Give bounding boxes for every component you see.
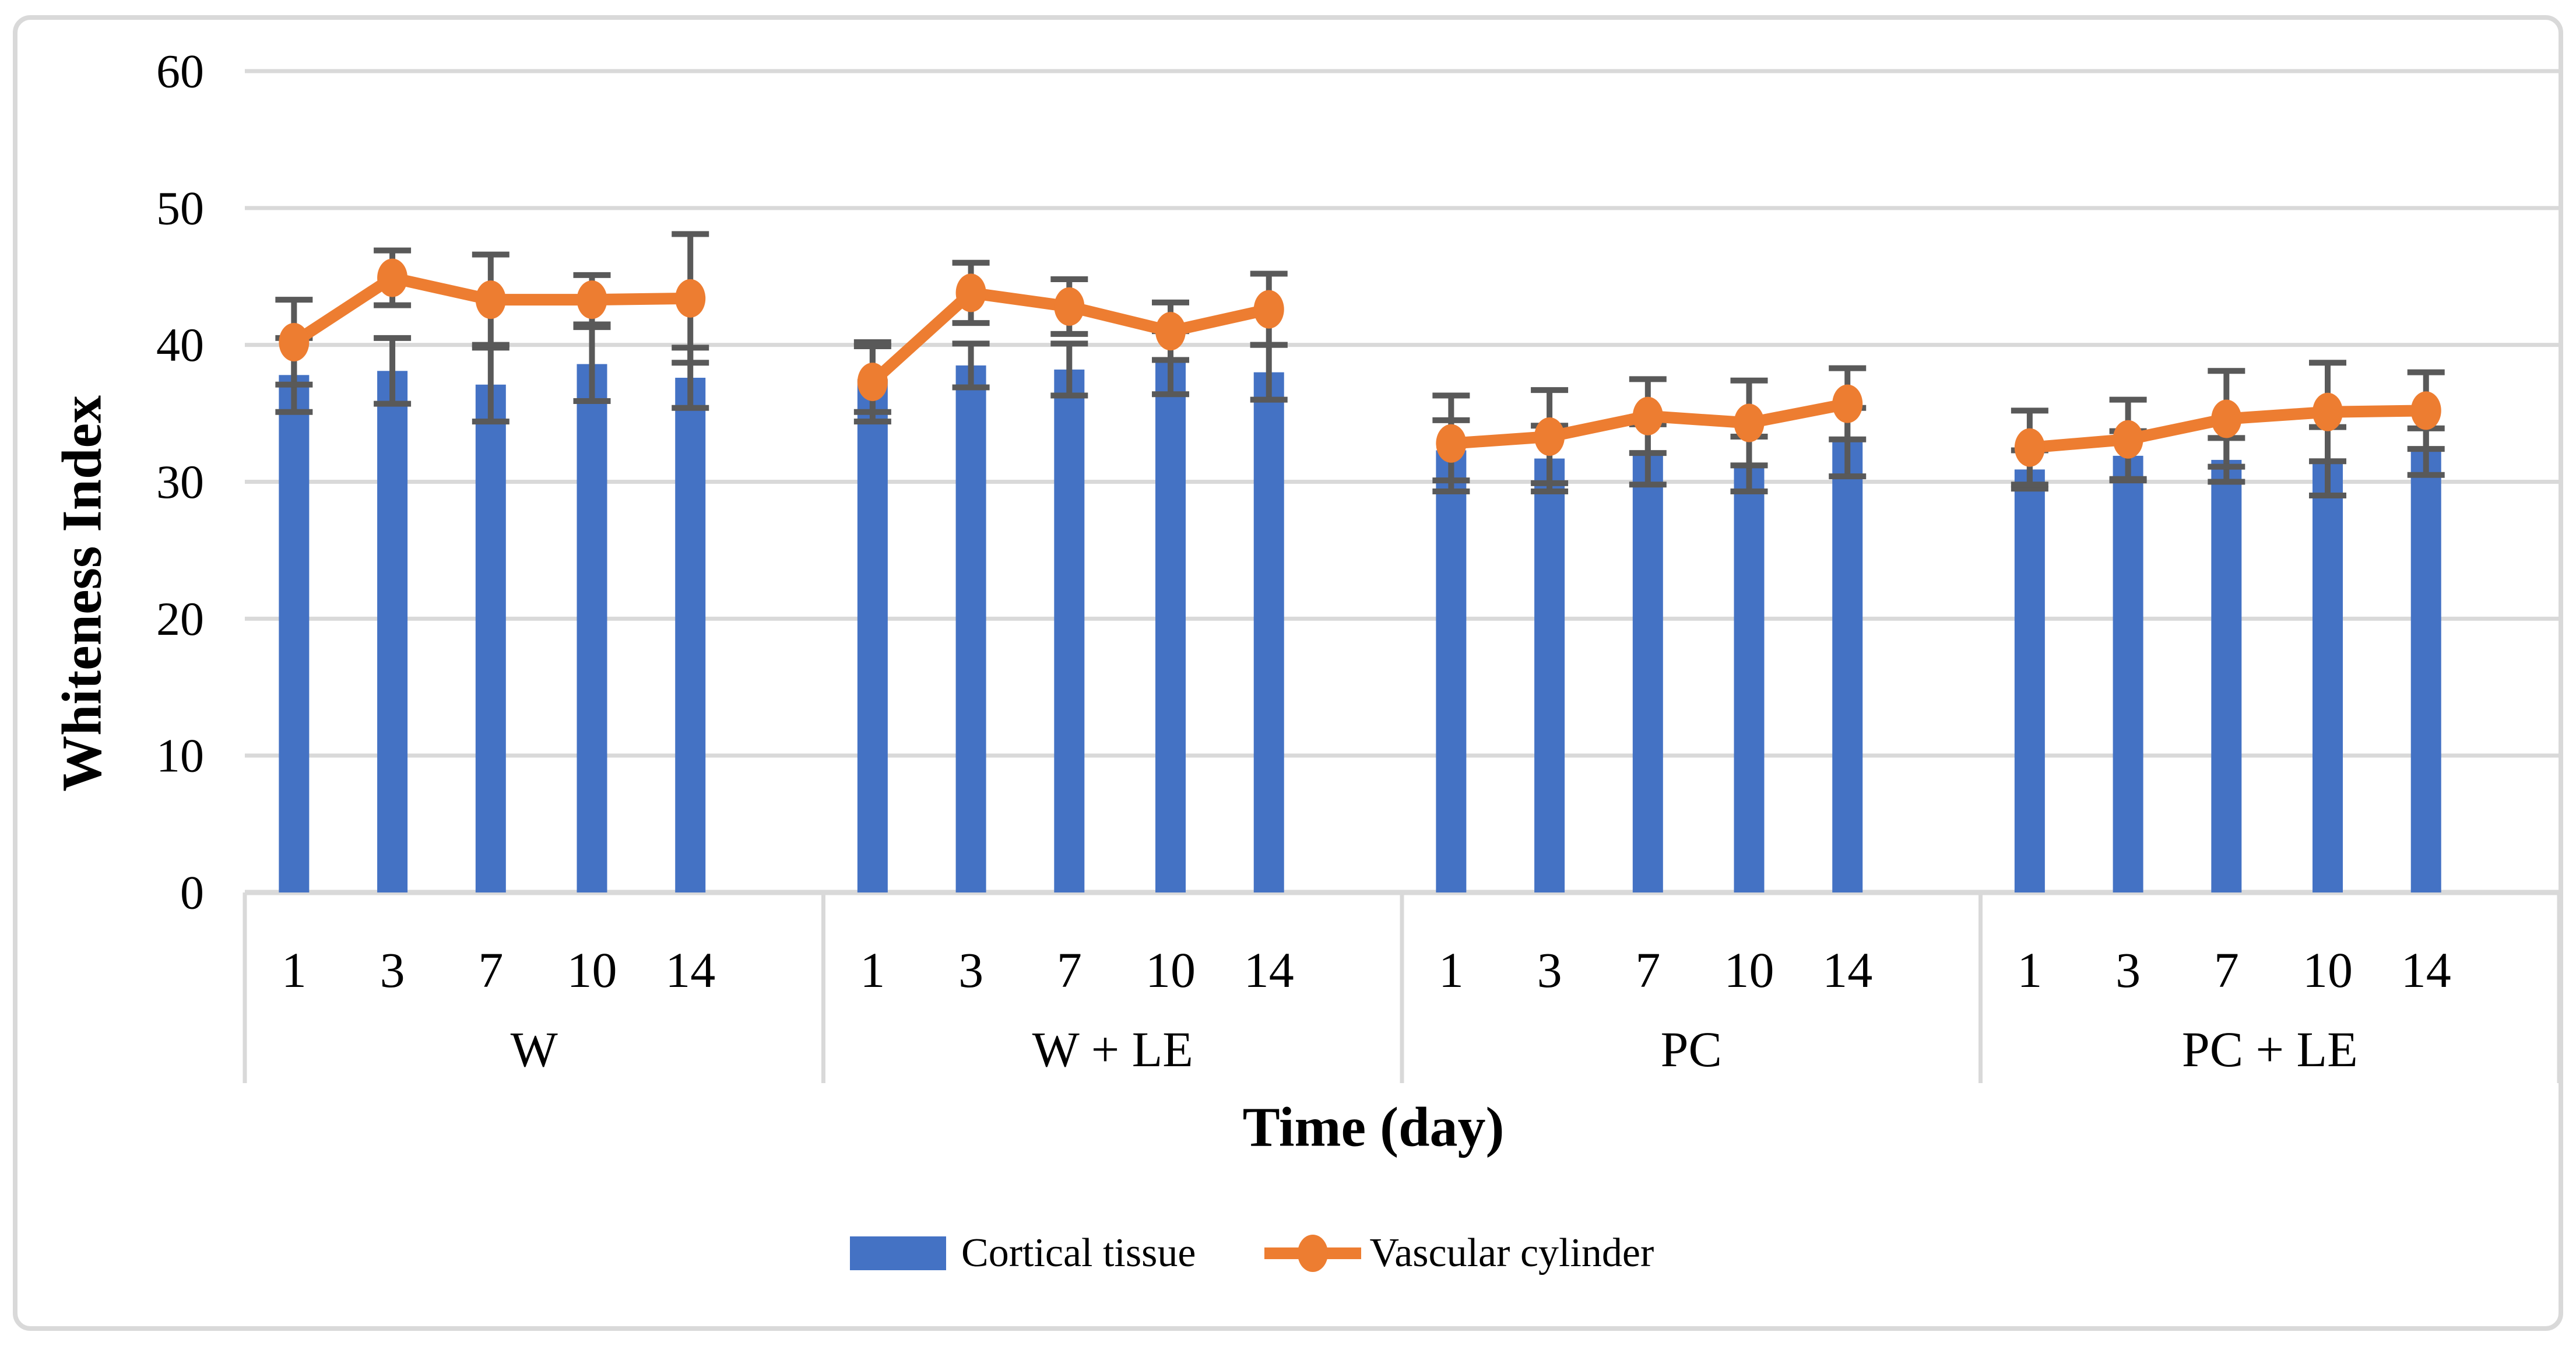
day-label-PC-7: 7 (1635, 942, 1660, 998)
marker-vascular-W + LE-day3 (955, 273, 986, 312)
x-axis-title: Time (day) (1242, 1095, 1505, 1158)
day-label-W + LE-7: 7 (1057, 942, 1082, 998)
marker-vascular-PC-day1 (1436, 424, 1467, 463)
bar-W + LE-day10 (1155, 363, 1186, 892)
bar-W-day7 (475, 384, 506, 892)
bar-PC + LE-day3 (2113, 455, 2143, 892)
group-label-W: W (511, 1021, 558, 1077)
day-label-PC-1: 1 (1439, 942, 1464, 998)
marker-vascular-PC-day7 (1632, 396, 1663, 435)
day-label-W + LE-10: 10 (1145, 942, 1196, 998)
bar-PC-day3 (1534, 458, 1565, 892)
legend-line-marker-icon (1298, 1235, 1329, 1272)
legend-label-cortical: Cortical tissue (961, 1231, 1196, 1275)
bar-W-day1 (279, 375, 310, 892)
bar-PC + LE-day7 (2211, 459, 2242, 892)
marker-vascular-PC + LE-day14 (2410, 391, 2441, 430)
y-tick-label-30: 30 (156, 455, 204, 508)
bar-W-day3 (377, 371, 408, 892)
day-label-W-7: 7 (478, 942, 503, 998)
bar-W-day14 (675, 378, 706, 892)
marker-vascular-W-day10 (577, 280, 607, 319)
y-tick-label-60: 60 (156, 45, 204, 98)
day-label-W-3: 3 (380, 942, 405, 998)
day-label-W + LE-3: 3 (958, 942, 983, 998)
marker-vascular-W-day3 (377, 258, 408, 297)
bar-W + LE-day1 (857, 379, 888, 892)
day-label-PC + LE-7: 7 (2214, 942, 2239, 998)
marker-vascular-W-day1 (279, 322, 310, 361)
y-tick-label-40: 40 (156, 318, 204, 371)
legend-label-vascular: Vascular cylinder (1369, 1231, 1654, 1275)
day-label-PC-14: 14 (1822, 942, 1872, 998)
marker-vascular-W + LE-day14 (1253, 290, 1284, 329)
marker-vascular-W + LE-day10 (1155, 312, 1186, 351)
marker-vascular-PC + LE-day7 (2211, 399, 2242, 438)
marker-vascular-PC-day14 (1832, 384, 1863, 423)
marker-vascular-W + LE-day7 (1054, 287, 1085, 326)
y-tick-label-0: 0 (180, 866, 204, 919)
marker-vascular-W-day7 (475, 280, 506, 319)
day-label-PC + LE-3: 3 (2115, 942, 2141, 998)
bar-PC-day14 (1832, 442, 1863, 892)
day-label-W-1: 1 (282, 942, 307, 998)
day-label-W + LE-14: 14 (1244, 942, 1294, 998)
day-label-W + LE-1: 1 (860, 942, 885, 998)
legend: Cortical tissue Vascular cylinder (850, 1230, 1654, 1277)
bar-PC-day7 (1632, 454, 1663, 892)
group-label-PC: PC (1661, 1021, 1722, 1077)
bar-PC-day10 (1734, 463, 1765, 892)
marker-vascular-PC-day3 (1534, 417, 1565, 456)
legend-line-swatch-icon (1264, 1235, 1362, 1272)
day-label-PC-10: 10 (1724, 942, 1774, 998)
y-axis-title: Whiteness Index (50, 395, 113, 792)
day-label-PC + LE-14: 14 (2401, 942, 2451, 998)
marker-vascular-PC + LE-day3 (2113, 420, 2143, 459)
bar-W + LE-day14 (1253, 372, 1284, 892)
y-tick-label-10: 10 (156, 729, 204, 782)
y-tick-label-20: 20 (156, 592, 204, 645)
marker-vascular-PC + LE-day10 (2313, 392, 2343, 431)
day-label-PC-3: 3 (1537, 942, 1562, 998)
group-label-PC + LE: PC + LE (2182, 1021, 2358, 1077)
marker-vascular-W-day14 (675, 279, 706, 318)
marker-vascular-W + LE-day1 (857, 363, 888, 402)
day-label-PC + LE-10: 10 (2303, 942, 2353, 998)
day-label-PC + LE-1: 1 (2017, 942, 2042, 998)
group-label-W + LE: W + LE (1032, 1021, 1193, 1077)
legend-bar-swatch-icon (850, 1236, 946, 1270)
marker-vascular-PC-day10 (1734, 403, 1765, 442)
marker-vascular-PC + LE-day1 (2014, 428, 2045, 467)
bar-W-day10 (577, 364, 607, 892)
day-label-W-10: 10 (567, 942, 617, 998)
y-tick-label-50: 50 (156, 181, 204, 234)
bar-PC + LE-day1 (2014, 469, 2045, 892)
day-label-W-14: 14 (665, 942, 715, 998)
bar-PC + LE-day14 (2410, 451, 2441, 892)
bar-W + LE-day7 (1054, 369, 1085, 892)
bar-W + LE-day3 (955, 365, 986, 892)
bar-PC + LE-day10 (2313, 461, 2343, 892)
bar-PC-day1 (1436, 450, 1467, 892)
